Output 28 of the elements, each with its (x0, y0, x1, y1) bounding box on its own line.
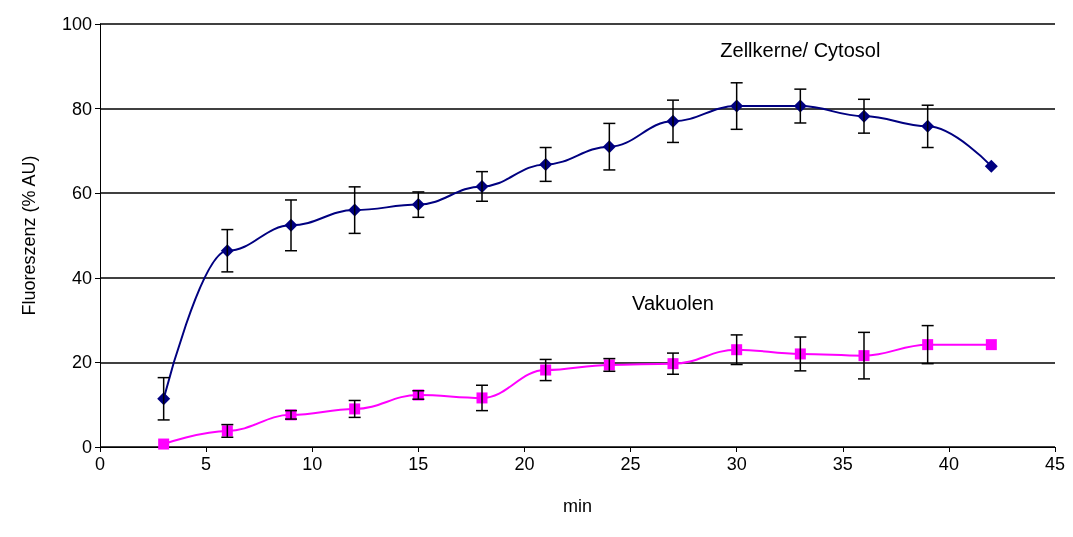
y-tick-label: 40 (71, 267, 92, 288)
x-tick-label: 25 (620, 454, 641, 474)
x-tick-label: 20 (514, 454, 535, 474)
x-tick-label: 5 (201, 454, 212, 474)
y-tick-label: 0 (81, 437, 92, 457)
x-tick-label: 35 (832, 454, 853, 474)
y-tick-label: 80 (71, 98, 92, 119)
x-tick-label: 0 (94, 454, 106, 474)
x-tick-label: 15 (408, 454, 429, 474)
point (984, 159, 998, 173)
x-tick-label: 10 (302, 454, 323, 474)
text: Zellkerne/ Cytosol (720, 38, 881, 61)
point (985, 339, 997, 351)
point (731, 344, 743, 356)
series-label: Vakuolen (632, 292, 714, 315)
y-tick-label: 60 (71, 183, 92, 204)
point (349, 403, 361, 415)
y-tick-label: 100 (61, 14, 92, 34)
x-tick-label: 45 (1044, 454, 1066, 474)
y-tick-label: 20 (71, 352, 92, 373)
point (158, 438, 170, 450)
point (794, 348, 806, 360)
point (922, 339, 934, 351)
y-axis-title: Fluoreszenz (% AU) (19, 155, 39, 316)
point (540, 364, 552, 376)
x-tick-label: 40 (938, 454, 959, 474)
x-tick-label: 30 (726, 454, 747, 474)
x-axis-title: min (562, 496, 593, 516)
